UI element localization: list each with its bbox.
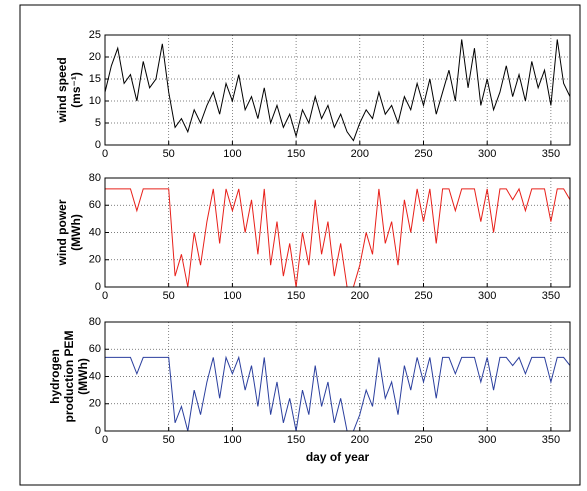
x-tick-label: 0 xyxy=(102,148,108,160)
y-axis-label: (MWh) xyxy=(69,214,83,251)
x-tick-label: 350 xyxy=(542,148,560,160)
x-tick-label: 150 xyxy=(287,434,305,446)
y-tick-label: 40 xyxy=(89,226,101,238)
x-tick-label: 300 xyxy=(478,290,496,302)
x-tick-label: 250 xyxy=(414,290,432,302)
x-tick-label: 350 xyxy=(542,434,560,446)
x-tick-label: 200 xyxy=(351,434,369,446)
frame xyxy=(19,4,581,486)
x-tick-label: 100 xyxy=(223,290,241,302)
y-tick-label: 5 xyxy=(95,117,101,129)
x-tick-label: 200 xyxy=(351,290,369,302)
x-tick-label: 350 xyxy=(542,290,560,302)
y-axis-label: (ms⁻¹) xyxy=(69,72,83,108)
plot-border xyxy=(104,321,571,432)
y-tick-label: 80 xyxy=(89,172,101,184)
x-tick-label: 300 xyxy=(478,434,496,446)
y-tick-label: 0 xyxy=(95,425,101,437)
x-tick-label: 150 xyxy=(287,290,305,302)
y-tick-label: 20 xyxy=(89,398,101,410)
y-axis-label: hydrogen xyxy=(48,349,62,404)
x-tick-label: 150 xyxy=(287,148,305,160)
y-tick-label: 60 xyxy=(89,199,101,211)
data-line xyxy=(104,39,571,142)
data-line xyxy=(105,355,571,432)
x-tick-label: 300 xyxy=(478,148,496,160)
y-axis-label: wind power xyxy=(55,199,69,266)
plot-border xyxy=(104,34,571,146)
x-tick-label: 0 xyxy=(102,290,108,302)
y-tick-label: 0 xyxy=(95,281,101,293)
x-tick-label: 50 xyxy=(163,434,175,446)
y-axis-label: production PEM xyxy=(62,331,76,423)
x-tick-label: 50 xyxy=(163,290,175,302)
x-tick-label: 100 xyxy=(223,148,241,160)
y-tick-label: 0 xyxy=(95,139,101,151)
y-tick-label: 25 xyxy=(89,29,101,41)
y-tick-label: 10 xyxy=(89,95,101,107)
data-line xyxy=(105,187,571,288)
x-tick-label: 0 xyxy=(102,434,108,446)
y-tick-label: 40 xyxy=(89,370,101,382)
x-axis-label: day of year xyxy=(306,450,370,464)
x-tick-label: 200 xyxy=(351,148,369,160)
x-tick-label: 50 xyxy=(163,148,175,160)
plot-border xyxy=(104,177,571,288)
y-axis-label: wind speed xyxy=(55,57,69,123)
y-tick-label: 60 xyxy=(89,343,101,355)
x-tick-label: 250 xyxy=(414,148,432,160)
y-tick-label: 20 xyxy=(89,254,101,266)
y-tick-label: 80 xyxy=(89,316,101,328)
y-axis-label: (MWh) xyxy=(76,358,90,395)
x-tick-label: 100 xyxy=(223,434,241,446)
y-tick-label: 15 xyxy=(89,73,101,85)
y-tick-label: 20 xyxy=(89,51,101,63)
x-tick-label: 250 xyxy=(414,434,432,446)
